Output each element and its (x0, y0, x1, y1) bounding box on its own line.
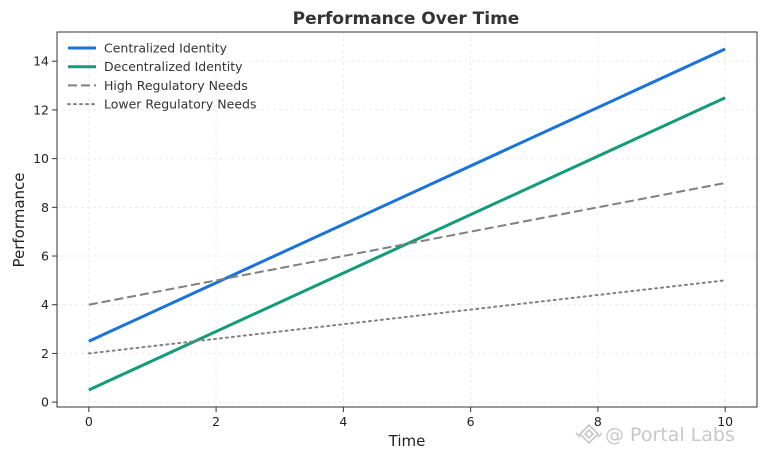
legend-label: High Regulatory Needs (104, 78, 248, 93)
legend-label: Lower Regulatory Needs (104, 97, 256, 112)
y-tick-label: 14 (33, 54, 49, 69)
y-tick-label: 4 (41, 297, 49, 312)
series-lines (87, 47, 727, 392)
x-tick-label: 2 (212, 414, 220, 429)
y-tick-label: 12 (33, 102, 49, 117)
legend-label: Decentralized Identity (104, 59, 243, 74)
y-axis-ticks: 0 2 4 6 8 10 12 14 (33, 54, 57, 410)
x-axis-label: Time (388, 432, 426, 450)
series-line-2 (88, 96, 726, 392)
y-tick-label: 2 (41, 346, 49, 361)
x-tick-label: 6 (467, 414, 475, 429)
legend-label: Centralized Identity (104, 41, 228, 56)
watermark: @ Portal Labs (575, 423, 735, 446)
y-tick-label: 0 (41, 395, 49, 410)
y-axis-label: Performance (10, 172, 28, 267)
chart-title: Performance Over Time (293, 9, 520, 29)
y-tick-label: 6 (41, 249, 49, 264)
x-tick-label: 4 (339, 414, 347, 429)
x-axis-ticks: 0 2 4 6 8 10 (85, 407, 733, 429)
x-tick-label: 10 (717, 414, 733, 429)
watermark-text: @ Portal Labs (605, 424, 735, 446)
diamond-logo-icon (575, 423, 603, 445)
series-line-3 (88, 181, 726, 306)
legend: Centralized Identity Decentralized Identi… (67, 41, 256, 112)
series-line-4 (87, 279, 727, 355)
y-tick-label: 10 (33, 151, 49, 166)
x-tick-label: 8 (594, 414, 602, 429)
grid-lines (57, 32, 757, 407)
x-tick-label: 0 (85, 414, 93, 429)
plot-frame (56, 31, 758, 408)
y-tick-label: 8 (41, 200, 49, 215)
series-line-1 (88, 47, 726, 343)
